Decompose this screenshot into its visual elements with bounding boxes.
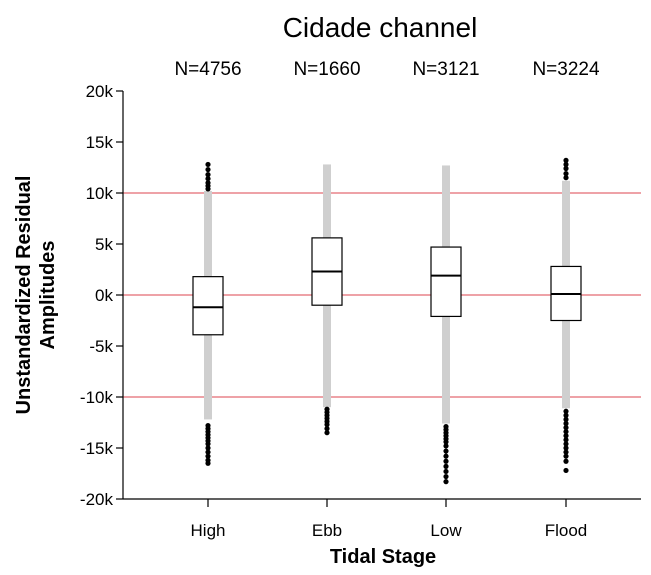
outlier-point: [563, 175, 569, 181]
y-tick-label: -20k: [80, 490, 114, 509]
outlier-point: [563, 171, 569, 177]
x-tick-label: High: [191, 521, 226, 540]
y-tick-label: 20k: [86, 82, 114, 101]
outlier-point: [563, 412, 569, 418]
outlier-point: [563, 157, 569, 163]
y-tick-label: 15k: [86, 133, 114, 152]
outlier-point: [324, 426, 330, 432]
outlier-point: [563, 445, 569, 451]
y-tick-label: -15k: [80, 439, 114, 458]
outlier-point: [563, 408, 569, 414]
outlier-point: [563, 429, 569, 435]
sample-size-label: N=3121: [412, 59, 479, 80]
outlier-point: [205, 180, 211, 186]
box-series: [192, 157, 582, 485]
box-flood: [550, 157, 582, 474]
y-tick-label: -10k: [80, 388, 114, 407]
outlier-point: [443, 463, 449, 469]
x-tick-label: Flood: [545, 521, 588, 540]
outlier-point: [443, 443, 449, 449]
y-axis-label-line-1: Unstandardized Residual: [13, 176, 35, 415]
outlier-point: [205, 445, 211, 451]
outlier-point: [205, 166, 211, 173]
outlier-point: [563, 441, 569, 447]
iqr-box: [430, 246, 462, 318]
sample-size-label: N=1660: [293, 59, 360, 80]
outlier-point: [563, 449, 569, 455]
outlier-point: [443, 479, 449, 485]
outlier-point: [205, 161, 211, 168]
outlier-point: [205, 449, 211, 455]
y-axis: 20k 15k 10k 5k 0k -5k -10k -15k -20k: [80, 82, 124, 509]
outlier-point: [563, 161, 569, 168]
outlier-point: [563, 458, 569, 464]
outlier-point: [205, 453, 211, 459]
iqr-box: [192, 276, 224, 336]
outlier-point: [324, 430, 330, 436]
outlier-point: [563, 425, 569, 431]
outlier-point: [563, 453, 569, 459]
outlier-point: [563, 420, 569, 427]
chart-title: Cidade channel: [283, 12, 478, 43]
outlier-point: [563, 467, 569, 474]
y-tick-label: 0k: [95, 286, 113, 305]
outlier-point: [443, 468, 449, 475]
y-tick-label: 10k: [86, 184, 114, 203]
outlier-point: [443, 439, 449, 445]
outlier-point: [443, 448, 449, 454]
x-axis-label: Tidal Stage: [330, 546, 436, 568]
outlier-point: [324, 421, 330, 428]
box-low: [430, 165, 462, 485]
outlier-point: [205, 176, 211, 182]
outlier-point: [443, 453, 449, 459]
y-tick-label: -5k: [89, 337, 113, 356]
outlier-point: [443, 473, 449, 480]
box-ebb: [311, 164, 343, 436]
outlier-point: [205, 460, 211, 466]
outlier-point: [563, 433, 569, 439]
sample-size-label: N=4756: [174, 59, 241, 80]
x-axis: High Ebb Low Flood: [123, 498, 641, 540]
box-high: [192, 161, 224, 466]
x-tick-label: Ebb: [312, 521, 342, 540]
y-axis-label: Unstandardized Residual Amplitudes: [13, 176, 59, 415]
y-tick-label: 5k: [95, 235, 113, 254]
outlier-point: [443, 458, 449, 464]
sample-size-label: N=3224: [532, 59, 600, 80]
x-tick-label: Low: [430, 521, 462, 540]
outlier-point: [205, 441, 211, 447]
outlier-point: [205, 172, 211, 178]
outlier-point: [563, 437, 569, 443]
y-axis-label-line-2: Amplitudes: [37, 241, 59, 350]
outlier-point: [563, 165, 569, 172]
outlier-point: [563, 416, 569, 423]
sample-size-labels: N=4756 N=1660 N=3121 N=3224: [174, 59, 600, 80]
